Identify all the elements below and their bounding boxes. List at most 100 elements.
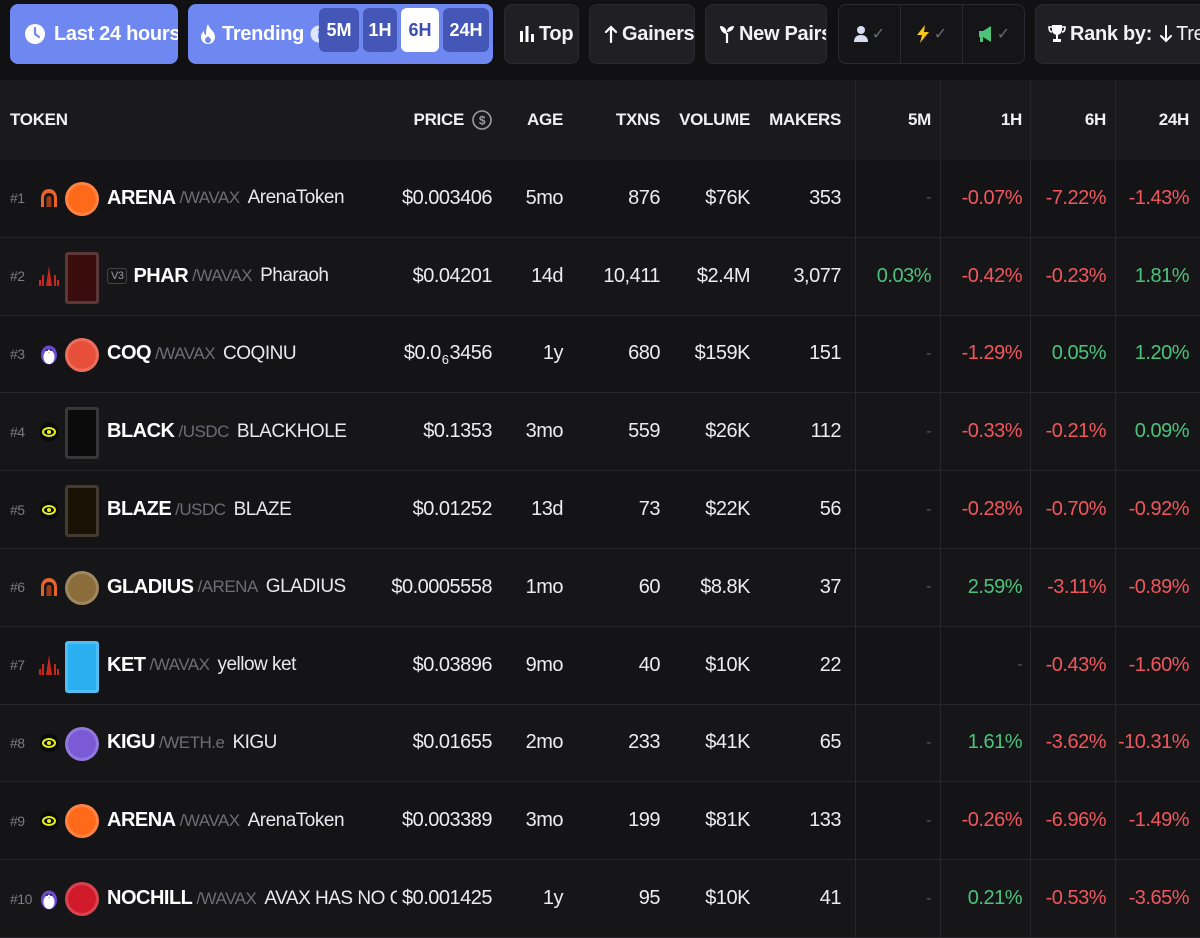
table-row[interactable]: #5 BLAZE /USDC BLAZE $0.01252 13d 73 $22…: [0, 471, 1200, 549]
column-divider: [1115, 471, 1116, 548]
token-info[interactable]: V3 PHAR /WAVAX Pharaoh: [107, 238, 397, 315]
price-value: $0.0005558: [391, 575, 492, 598]
column-divider: [1030, 315, 1031, 393]
change-6h-cell: -0.43%: [1045, 653, 1107, 676]
version-badge: V3: [107, 268, 128, 285]
time-range-dropdown[interactable]: Last 24 hours: [10, 4, 178, 64]
table-row[interactable]: #4 BLACK /USDC BLACKHOLE $0.1353 3mo 559…: [0, 393, 1200, 472]
column-divider: [1115, 782, 1116, 860]
timeframe-5m-button[interactable]: 5M: [319, 8, 359, 52]
price-cell: $0.01252: [380, 471, 493, 548]
column-divider: [1115, 704, 1116, 782]
column-header-age[interactable]: AGE: [527, 110, 563, 129]
table-row[interactable]: #3 COQ /WAVAX COQINU $0.0 6 3456 1y 680 $1…: [0, 315, 1200, 394]
check-icon: ✓: [933, 26, 948, 43]
makers-cell: 41: [819, 887, 842, 910]
token-info[interactable]: KET /WAVAX yellow ket: [107, 627, 397, 704]
column-divider: [855, 160, 856, 237]
token-name: KIGU: [232, 731, 277, 753]
column-header-token[interactable]: TOKEN: [10, 110, 68, 129]
table-row[interactable]: #7 KET /WAVAX yellow ket $0.03896 9mo 40…: [0, 626, 1200, 705]
txns-cell: 40: [638, 653, 661, 676]
column-divider: [1030, 860, 1031, 937]
arena-icon: [39, 577, 59, 597]
price-value: $0.001425: [401, 887, 493, 910]
check-icon: ✓: [996, 26, 1011, 43]
column-divider: [940, 471, 941, 548]
table-row[interactable]: #2 V3 PHAR /WAVAX Pharaoh $0.04201 14d 1…: [0, 237, 1200, 316]
boost-filter-toggle[interactable]: ✓: [901, 5, 963, 63]
token-info[interactable]: KIGU /WETH.e KIGU: [107, 705, 397, 782]
price-value: $0.1353: [423, 420, 492, 443]
table-row[interactable]: #6 GLADIUS /ARENA GLADIUS $0.0005558 1mo…: [0, 548, 1200, 627]
makers-cell: 112: [810, 420, 842, 443]
trophy-icon: [1048, 24, 1066, 44]
change-24h-cell: 1.81%: [1134, 264, 1190, 287]
token-symbol: PHAR: [133, 264, 189, 287]
token-info[interactable]: GLADIUS /ARENA GLADIUS: [107, 549, 397, 626]
timeframe-1h-button[interactable]: 1H: [363, 8, 397, 52]
top-label: Top: [539, 22, 574, 45]
column-header-24h[interactable]: 24H: [1158, 110, 1190, 129]
filter-toggle-group: ✓ ✓ ✓: [838, 4, 1025, 64]
change-5m-cell: -: [926, 889, 931, 907]
column-header-makers[interactable]: MAKERS: [769, 110, 841, 129]
token-avatar: [65, 485, 99, 538]
token-info[interactable]: NOCHILL /WAVAX AVAX HAS NO CHIL: [107, 860, 397, 937]
table-row[interactable]: #10 NOCHILL /WAVAX AVAX HAS NO CHIL $0.0…: [0, 860, 1200, 938]
quote-token: /USDC: [178, 421, 230, 441]
top-button[interactable]: Top: [504, 4, 579, 64]
change-5m-cell: -: [926, 578, 931, 596]
column-header-1h[interactable]: 1H: [1000, 110, 1022, 129]
change-24h-cell: 1.20%: [1134, 342, 1190, 365]
profile-filter-toggle[interactable]: ✓: [839, 5, 901, 63]
blackhole-icon: [39, 811, 59, 831]
rank-number: #9: [10, 812, 25, 829]
clock-icon: [24, 23, 46, 45]
rank-number: #7: [10, 657, 25, 674]
age-cell: 2mo: [525, 731, 564, 754]
rank-number: #3: [10, 345, 25, 362]
change-24h-cell: 0.09%: [1134, 420, 1190, 443]
dex-icon: [38, 627, 60, 704]
column-header-volume[interactable]: VOLUME: [679, 110, 750, 129]
price-cell: $0.0 6 3456: [380, 316, 493, 393]
token-info[interactable]: BLACK /USDC BLACKHOLE: [107, 393, 397, 470]
token-name: BLACKHOLE: [236, 420, 347, 442]
timeframe-6h-button[interactable]: 6H: [401, 8, 439, 52]
makers-cell: 151: [809, 342, 841, 365]
rank-by-dropdown[interactable]: Rank by: Trend: [1035, 4, 1200, 64]
ads-filter-toggle[interactable]: ✓: [963, 5, 1024, 63]
table-row[interactable]: #8 KIGU /WETH.e KIGU $0.01655 2mo 233 $4…: [0, 704, 1200, 783]
timeframe-24h-button[interactable]: 24H: [443, 8, 489, 52]
table-row[interactable]: #1 ARENA /WAVAX ArenaToken $0.003406 5mo…: [0, 160, 1200, 238]
dex-icon: [38, 705, 60, 782]
token-symbol: KET: [107, 653, 146, 676]
column-divider: [1115, 548, 1116, 626]
price-digits: 3456: [449, 342, 493, 365]
column-header-txns[interactable]: TXNS: [615, 110, 660, 129]
new-pairs-button[interactable]: New Pairs: [705, 4, 827, 64]
column-divider: [1115, 80, 1116, 160]
currency-toggle-icon[interactable]: $: [472, 110, 492, 130]
column-divider: [940, 626, 941, 704]
column-header-price[interactable]: PRICE $: [380, 80, 492, 160]
token-info[interactable]: BLAZE /USDC BLAZE: [107, 471, 397, 548]
token-info[interactable]: COQ /WAVAX COQINU: [107, 316, 397, 393]
token-info[interactable]: ARENA /WAVAX ArenaToken: [107, 160, 397, 237]
change-1h-cell: -0.28%: [961, 498, 1023, 521]
makers-cell: 353: [809, 186, 841, 209]
price-value: $0.04201: [412, 264, 493, 287]
user-icon: [853, 25, 868, 43]
token-avatar: [65, 407, 99, 460]
table-row[interactable]: #9 ARENA /WAVAX ArenaToken $0.003389 3mo…: [0, 782, 1200, 861]
change-6h-cell: -0.70%: [1045, 498, 1107, 521]
gainers-button[interactable]: Gainers: [589, 4, 695, 64]
price-value: $0.003389: [401, 809, 493, 832]
column-header-5m[interactable]: 5M: [907, 110, 931, 129]
column-divider: [1030, 626, 1031, 704]
token-info[interactable]: ARENA /WAVAX ArenaToken: [107, 782, 397, 859]
change-24h-cell: -1.49%: [1128, 809, 1190, 832]
column-header-6h[interactable]: 6H: [1084, 110, 1106, 129]
pharaoh-icon: [39, 655, 59, 676]
